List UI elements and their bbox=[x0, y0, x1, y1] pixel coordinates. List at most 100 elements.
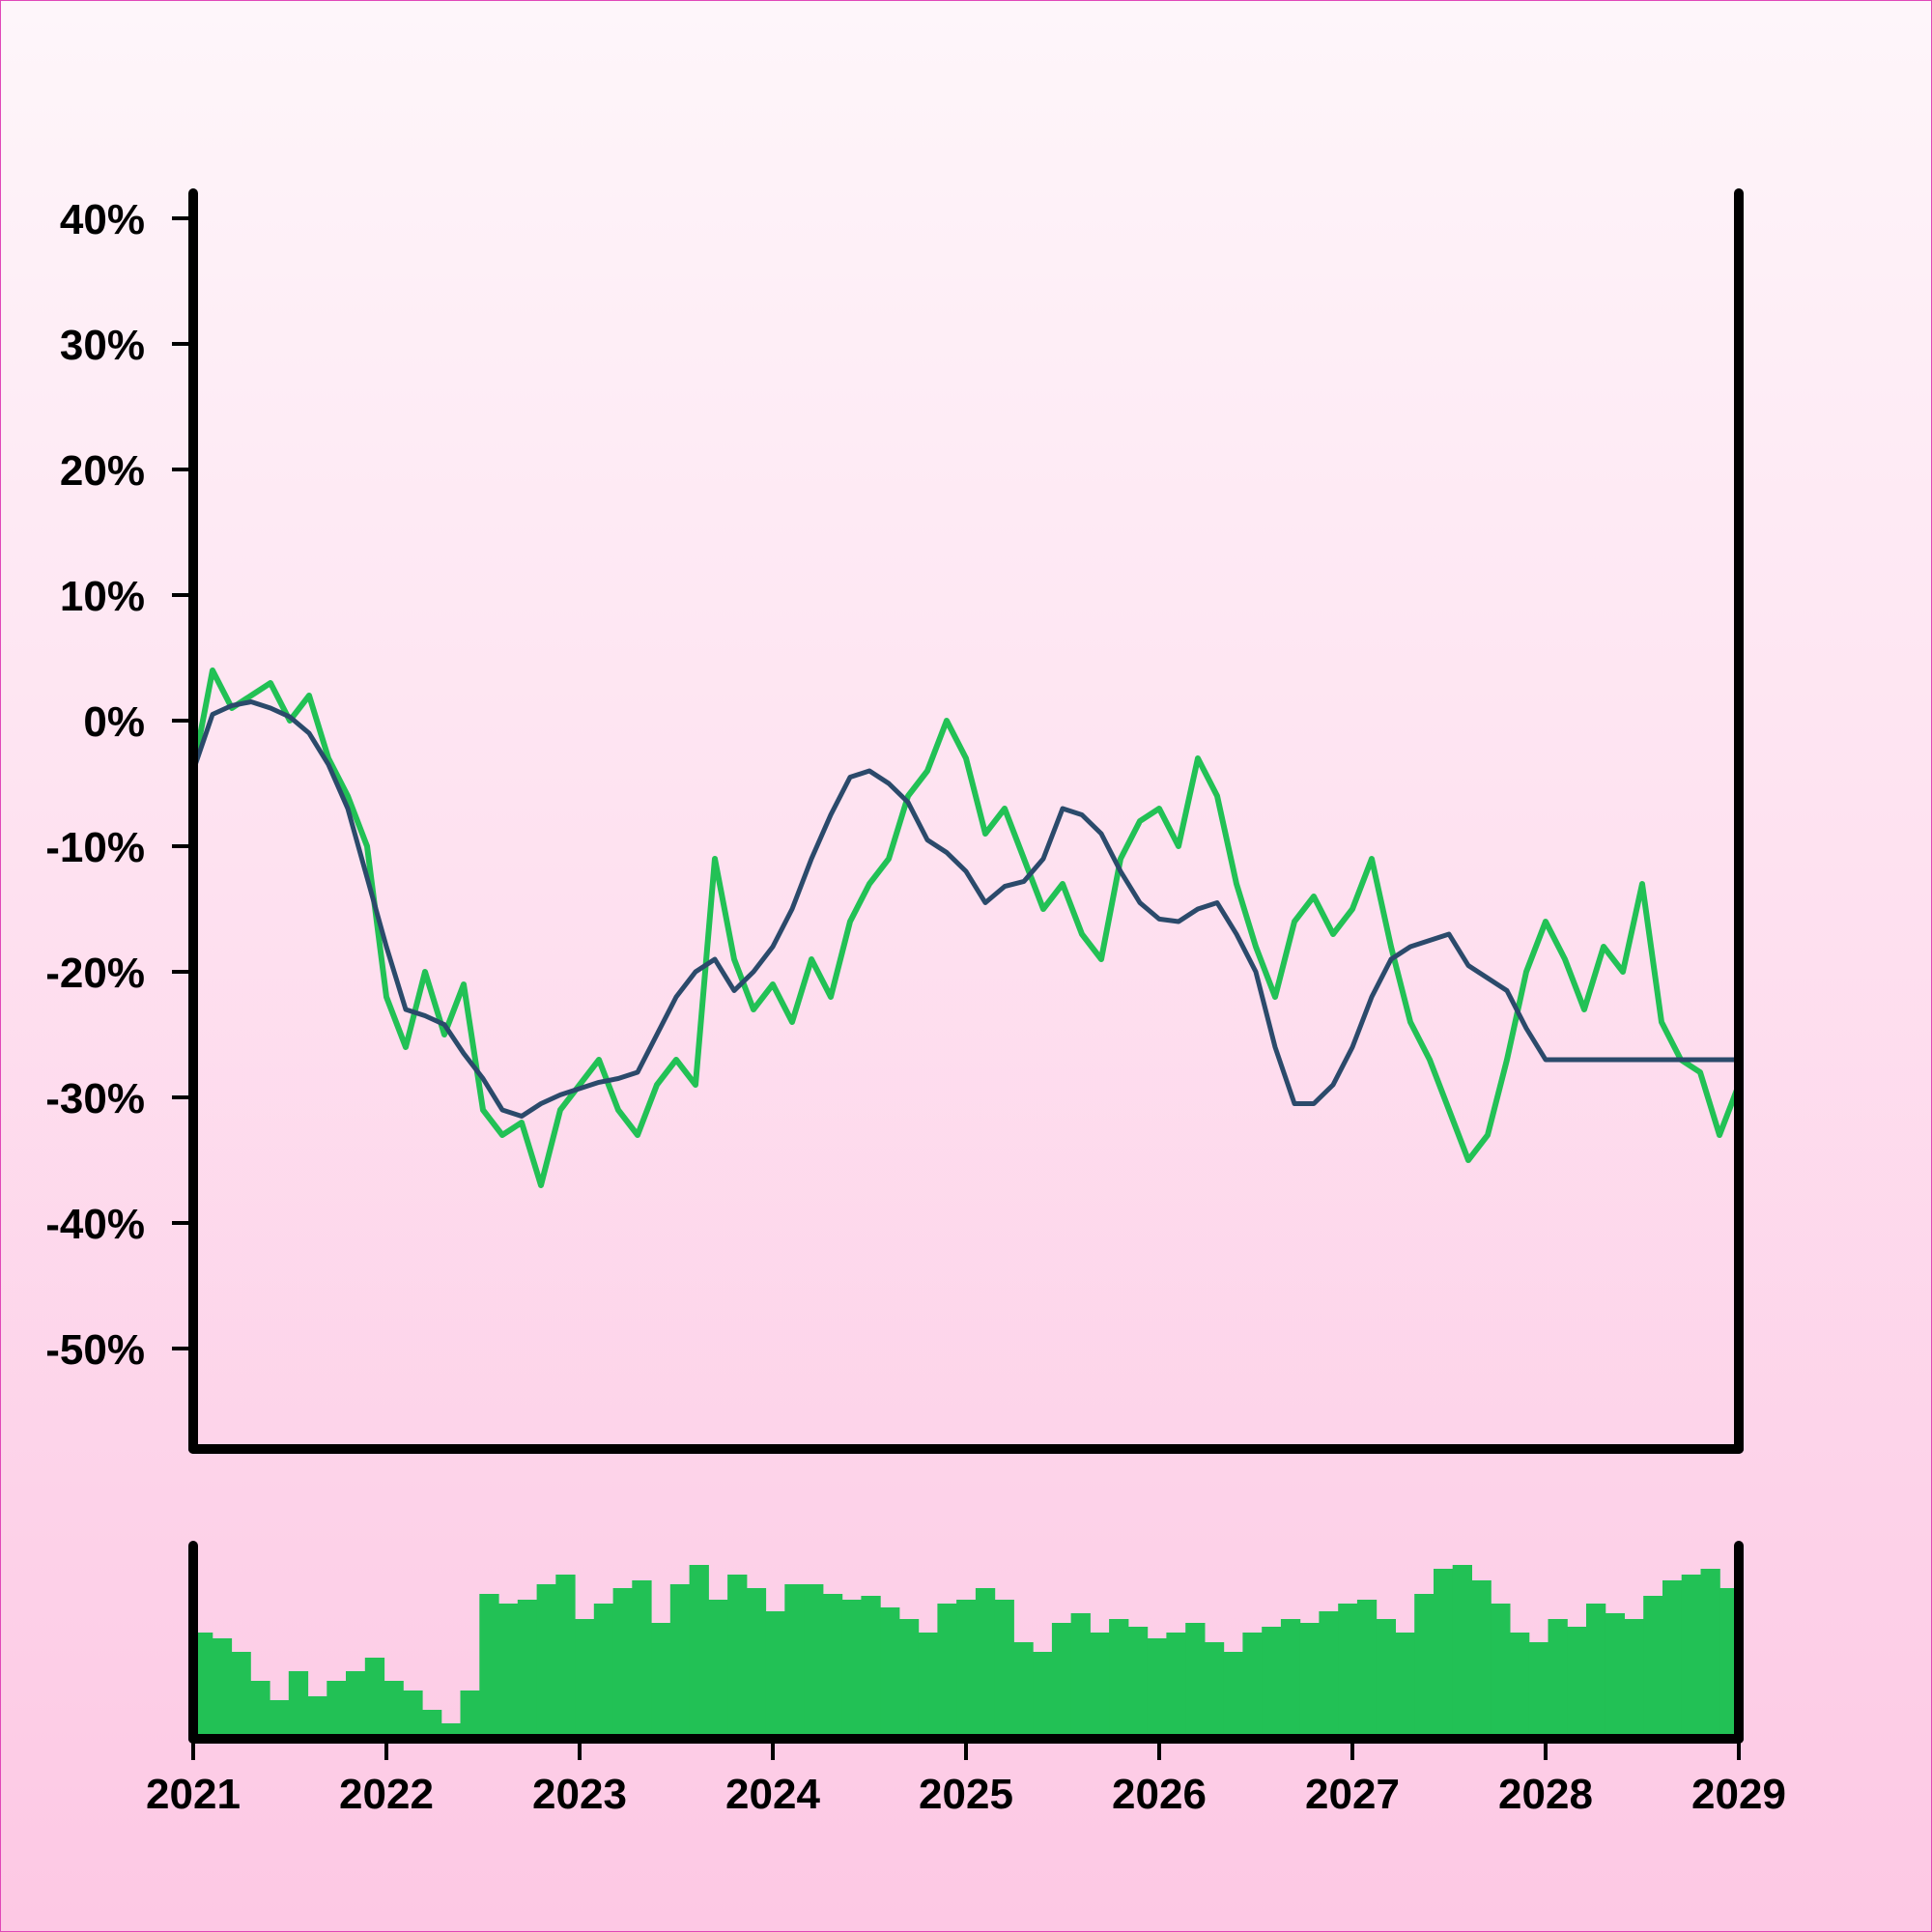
volume-bar bbox=[1127, 1627, 1149, 1739]
volume-bar bbox=[841, 1600, 862, 1739]
y-axis-ticks: 40% 30% 20% 10% 0% -10% -20% -30% -40% -50% bbox=[45, 196, 193, 1374]
volume-bar bbox=[1567, 1627, 1587, 1739]
volume-bar bbox=[575, 1619, 595, 1739]
volume-bar bbox=[1319, 1611, 1339, 1739]
volume-bar bbox=[212, 1638, 233, 1739]
volume-bar bbox=[403, 1690, 423, 1739]
volume-bar bbox=[1528, 1642, 1548, 1739]
volume-bar bbox=[689, 1565, 709, 1739]
volume-bar bbox=[536, 1584, 556, 1739]
volume-bar bbox=[612, 1588, 633, 1739]
volume-bar bbox=[669, 1584, 691, 1739]
x-tick-label: 2021 bbox=[146, 1771, 241, 1818]
volume-bar bbox=[1262, 1627, 1282, 1739]
volume-bar bbox=[1510, 1633, 1530, 1739]
volume-bar bbox=[975, 1588, 996, 1739]
volume-bar bbox=[1109, 1619, 1129, 1739]
x-axis-ticks: 2021 2022 2023 2024 2025 2026 2027 2028 2029 bbox=[146, 1739, 1786, 1818]
volume-bar bbox=[193, 1633, 213, 1739]
volume-bar bbox=[918, 1633, 938, 1739]
volume-bar bbox=[1452, 1565, 1472, 1739]
x-tick-label: 2025 bbox=[919, 1771, 1013, 1818]
volume-bar bbox=[784, 1584, 805, 1739]
volume-bar bbox=[1548, 1619, 1568, 1739]
volume-bar bbox=[746, 1588, 767, 1739]
volume-bar bbox=[994, 1600, 1014, 1739]
volume-bar bbox=[804, 1584, 824, 1739]
volume-bar bbox=[1624, 1619, 1644, 1739]
x-tick-label: 2028 bbox=[1498, 1771, 1593, 1818]
volume-bar bbox=[1147, 1638, 1167, 1739]
main-series bbox=[190, 668, 1742, 1188]
volume-bar bbox=[651, 1623, 671, 1739]
volume-bar bbox=[1434, 1569, 1454, 1739]
y-tick-label: -20% bbox=[45, 950, 145, 997]
volume-bar bbox=[327, 1681, 347, 1739]
x-tick-label: 2023 bbox=[532, 1771, 627, 1818]
volume-bar bbox=[422, 1710, 442, 1739]
volume-bar bbox=[1166, 1633, 1186, 1739]
volume-bar bbox=[1605, 1613, 1625, 1739]
volume-bar bbox=[1681, 1575, 1701, 1739]
volume-bar bbox=[1491, 1604, 1511, 1739]
volume-bar bbox=[1356, 1600, 1378, 1739]
volume-bar bbox=[270, 1700, 290, 1739]
volume-bar bbox=[384, 1681, 404, 1739]
volume-bar bbox=[346, 1671, 366, 1739]
volume-bar bbox=[1051, 1623, 1072, 1739]
x-tick-label: 2026 bbox=[1112, 1771, 1207, 1818]
volume-bar bbox=[1242, 1633, 1263, 1739]
volume-bar bbox=[555, 1575, 576, 1739]
volume-bar bbox=[822, 1594, 843, 1739]
y-tick-label: 10% bbox=[60, 573, 145, 620]
volume-bar bbox=[1338, 1604, 1358, 1739]
volume-bar bbox=[956, 1600, 977, 1739]
volume-bar bbox=[1643, 1596, 1663, 1739]
y-tick-label: 0% bbox=[83, 698, 145, 746]
volume-bar bbox=[1395, 1633, 1415, 1739]
y-tick-label: 30% bbox=[60, 322, 145, 369]
volume-bar bbox=[593, 1604, 614, 1739]
volume-bar bbox=[765, 1611, 785, 1739]
x-tick-label: 2027 bbox=[1305, 1771, 1400, 1818]
y-tick-label: 40% bbox=[60, 196, 145, 243]
volume-bar bbox=[1299, 1623, 1320, 1739]
volume-bar bbox=[364, 1658, 385, 1739]
volume-bar bbox=[632, 1580, 652, 1739]
volume-bar bbox=[1013, 1642, 1034, 1739]
volume-bar bbox=[1376, 1619, 1396, 1739]
volume-bar bbox=[1662, 1580, 1683, 1739]
volume-bar bbox=[288, 1671, 309, 1739]
volume-bar bbox=[1204, 1642, 1225, 1739]
volume-bar bbox=[517, 1600, 538, 1739]
y-tick-label: 20% bbox=[60, 447, 145, 495]
y-tick-label: -10% bbox=[45, 824, 145, 871]
y-tick-label: -50% bbox=[45, 1326, 145, 1374]
volume-bar bbox=[708, 1600, 728, 1739]
y-tick-label: -30% bbox=[45, 1075, 145, 1122]
volume-bar bbox=[1033, 1652, 1053, 1739]
volume-bar bbox=[1280, 1619, 1301, 1739]
smoothed-series-line bbox=[190, 699, 1739, 1119]
volume-bar bbox=[861, 1596, 881, 1739]
volume-bar bbox=[1586, 1604, 1606, 1739]
volume-bar bbox=[1414, 1594, 1435, 1739]
volume-bar bbox=[727, 1575, 748, 1739]
volume-bar bbox=[479, 1594, 499, 1739]
volume-bar bbox=[250, 1681, 270, 1739]
volume-bar bbox=[1090, 1633, 1110, 1739]
x-tick-label: 2029 bbox=[1691, 1771, 1786, 1818]
volume-bar bbox=[1471, 1580, 1492, 1739]
volume-bar bbox=[307, 1696, 327, 1739]
volume-bars bbox=[193, 1565, 1740, 1739]
volume-bar bbox=[1223, 1652, 1243, 1739]
volume-bar bbox=[460, 1690, 480, 1739]
volume-bar bbox=[1700, 1569, 1720, 1739]
volume-bar bbox=[1185, 1623, 1206, 1739]
volume-bar bbox=[231, 1652, 251, 1739]
y-tick-label: -40% bbox=[45, 1201, 145, 1248]
volume-bar bbox=[937, 1604, 957, 1739]
x-tick-label: 2022 bbox=[339, 1771, 434, 1818]
axes bbox=[188, 188, 1744, 1744]
